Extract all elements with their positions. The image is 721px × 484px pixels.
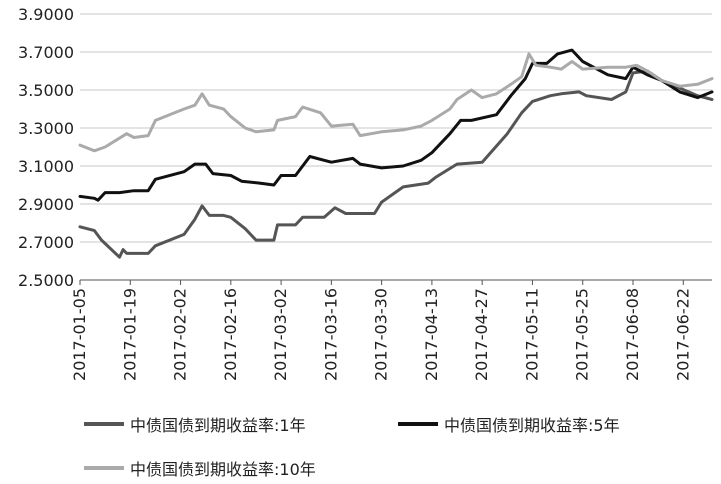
- x-tick-label-3: 2017-02-16: [221, 288, 240, 381]
- y-tick-label-1: 2.7000: [18, 233, 74, 252]
- x-tick-label-6: 2017-03-30: [372, 288, 391, 381]
- x-tick-label-10: 2017-05-25: [573, 288, 592, 381]
- x-tick-label-4: 2017-03-02: [271, 288, 290, 381]
- x-tick-label-1: 2017-01-19: [120, 288, 139, 381]
- x-tick-label-8: 2017-04-27: [472, 288, 491, 381]
- y-tick-label-4: 3.3000: [18, 119, 74, 138]
- y-tick-label-0: 2.5000: [18, 271, 74, 290]
- y-tick-label-3: 3.1000: [18, 157, 74, 176]
- x-tick-label-7: 2017-04-13: [422, 288, 441, 381]
- x-tick-label-12: 2017-06-22: [673, 288, 692, 381]
- y-tick-label-5: 3.5000: [18, 81, 74, 100]
- x-tick-label-11: 2017-06-08: [623, 288, 642, 381]
- x-tick-label-2: 2017-02-02: [171, 288, 190, 381]
- y-tick-label-6: 3.7000: [18, 43, 74, 62]
- series-line-2: [78, 52, 714, 153]
- y-tick-label-2: 2.9000: [18, 195, 74, 214]
- x-tick-label-5: 2017-03-16: [321, 288, 340, 381]
- x-tick-label-9: 2017-05-11: [522, 288, 541, 381]
- y-tick-label-7: 3.9000: [18, 5, 74, 24]
- x-tick-label-0: 2017-01-05: [70, 288, 89, 381]
- series-line-0: [78, 69, 714, 259]
- series-line-1: [78, 48, 714, 202]
